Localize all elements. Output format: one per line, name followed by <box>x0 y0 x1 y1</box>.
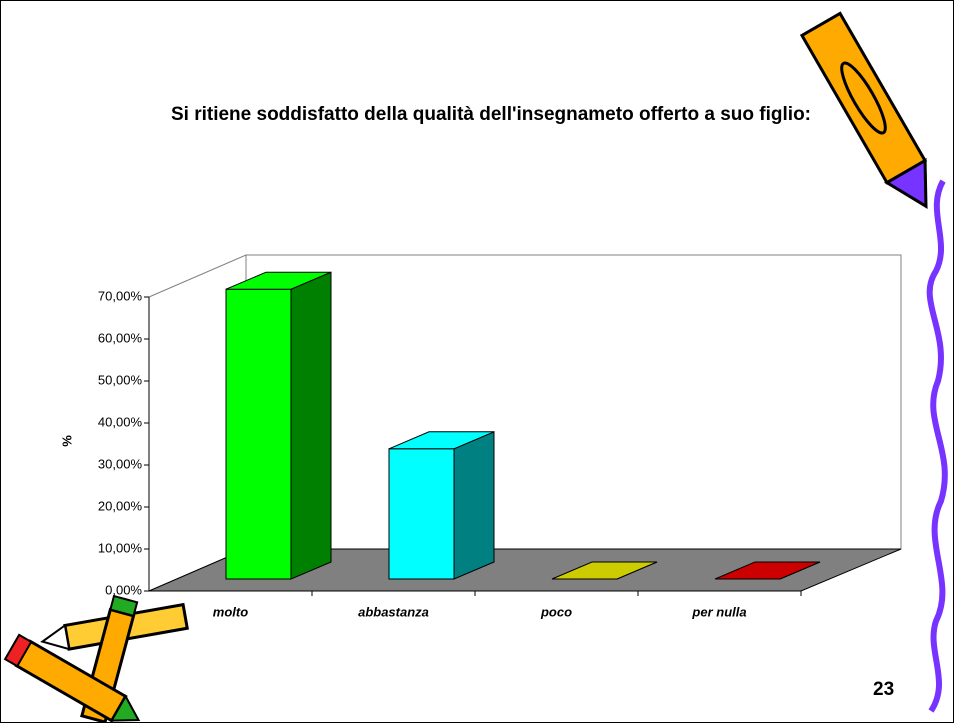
x-tick-label: abbastanza <box>358 604 429 619</box>
y-tick-label: 70,00% <box>98 288 143 303</box>
bar <box>226 272 331 579</box>
x-tick-label: molto <box>213 604 248 619</box>
x-tick-label: per nulla <box>691 604 746 619</box>
bar-front <box>226 289 291 579</box>
y-axis-label: % <box>59 435 74 447</box>
y-tick-label: 50,00% <box>98 372 143 387</box>
bar-side <box>454 432 494 579</box>
slide: % 0,00% 10,00% 20,00% 30,00% 40,00% 50,00% 60,… <box>0 0 954 723</box>
y-tick-label: 10,00% <box>98 540 143 555</box>
decoration-squiggle <box>930 181 945 711</box>
bar <box>389 432 494 579</box>
back-wall <box>246 255 901 549</box>
x-tick-label: poco <box>540 604 572 619</box>
y-tick-label: 60,00% <box>98 330 143 345</box>
y-tick-label: 40,00% <box>98 414 143 429</box>
bar-front <box>389 449 454 579</box>
chart-title: Si ritiene soddisfatto della qualità del… <box>131 101 851 128</box>
y-tick-label: 0,00% <box>105 582 142 597</box>
bar-side <box>291 272 331 579</box>
page-number: 23 <box>873 679 894 701</box>
y-tick-label: 20,00% <box>98 498 143 513</box>
y-tick-label: 30,00% <box>98 456 143 471</box>
